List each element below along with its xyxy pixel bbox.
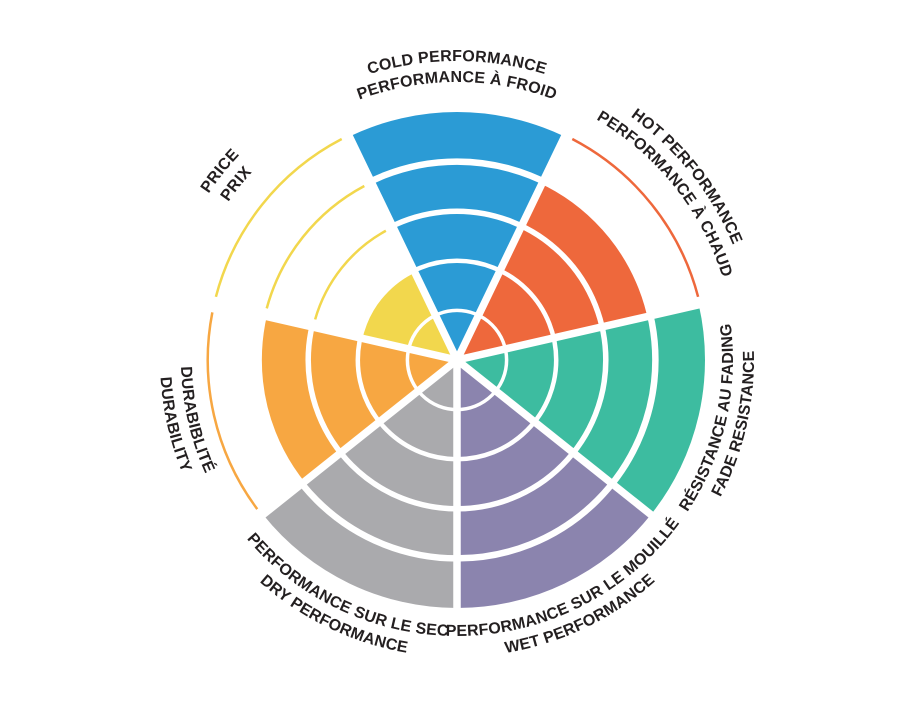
sector-divider-2 [454, 357, 662, 525]
sector-cold-performance-fill [349, 112, 565, 360]
sector-divider-1 [456, 298, 711, 364]
label-hot-performance-line1: HOT PERFORMANCE [628, 106, 745, 247]
sector-fade-resistance-fill [457, 304, 705, 515]
sector-durability-ring-5-outline [206, 312, 259, 510]
sector-price-ring-3-outline [313, 229, 387, 320]
sector-price-ring-5-outline [214, 137, 343, 298]
sector-wet-performance-fill [457, 360, 651, 608]
sector-divider-4 [252, 357, 460, 525]
sector-divider-6 [341, 125, 461, 362]
sector-price-ring-4-outline [265, 184, 365, 309]
sector-dry-performance-fill [263, 360, 457, 608]
label-cold-performance-line2: PERFORMANCE À FROID [355, 69, 559, 103]
sector-divider-5 [203, 298, 458, 364]
sector-hot-performance-ring-5-outline [571, 137, 700, 298]
sector-divider-0 [453, 125, 573, 362]
